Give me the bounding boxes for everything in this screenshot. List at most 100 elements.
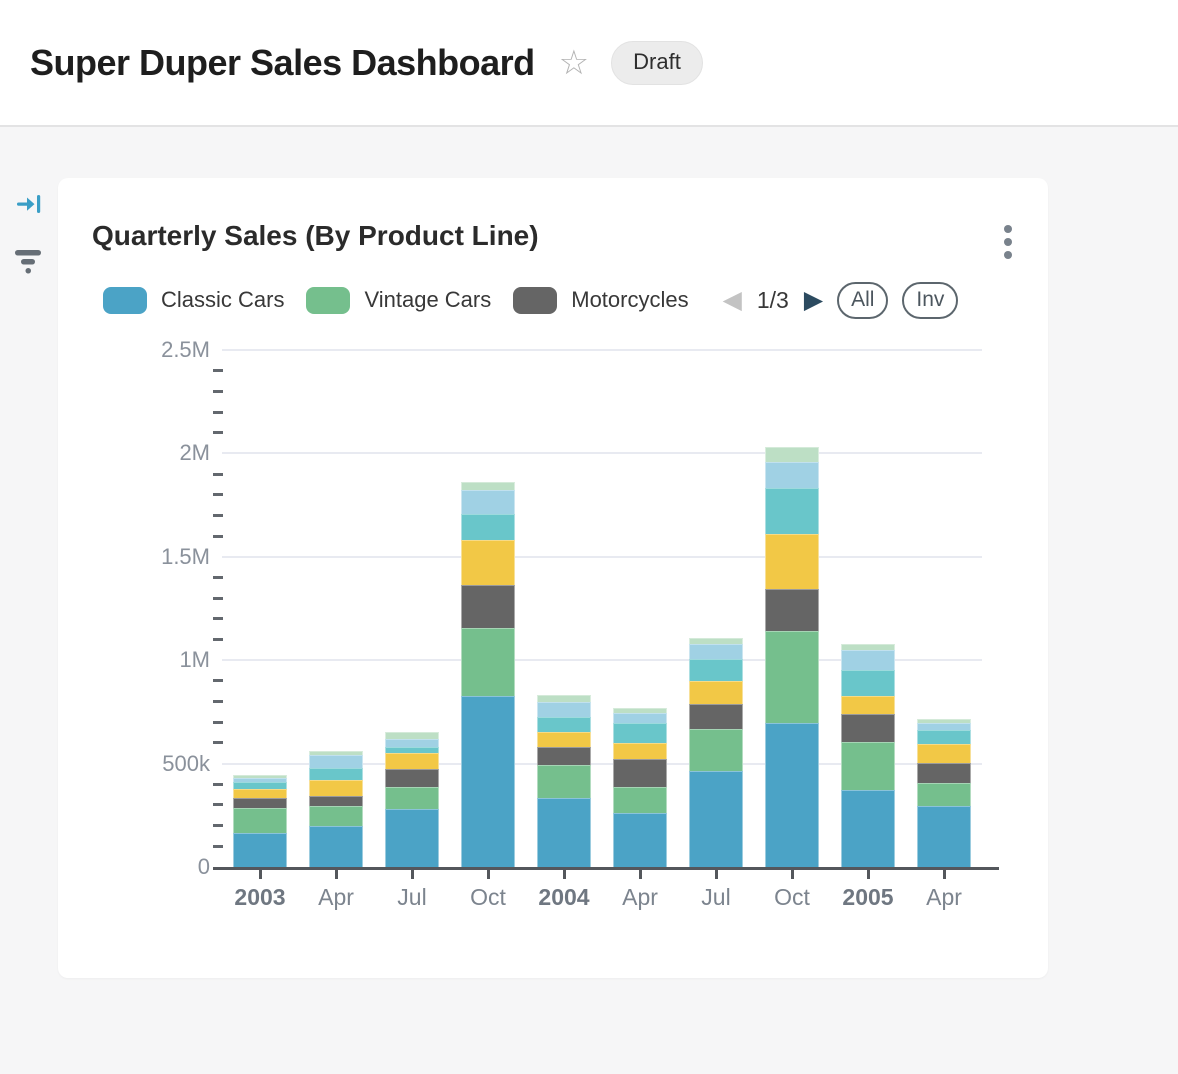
bar-segment[interactable] [309,767,363,781]
bar-segment[interactable] [385,732,439,740]
bar-segment[interactable] [917,729,971,744]
bar-segment[interactable] [613,708,667,714]
bar-segment[interactable] [613,813,667,867]
bar-segment[interactable] [841,695,895,715]
bar-segment[interactable] [537,716,591,732]
card-menu-kebab-icon[interactable] [992,222,1024,262]
bar-segment[interactable] [917,806,971,867]
bar-segment[interactable] [841,714,895,742]
bar-segment[interactable] [765,722,819,867]
x-axis-tick [334,870,338,879]
legend-item-motorcycles[interactable]: Motorcycles [513,286,689,314]
bar-segment[interactable] [765,534,819,590]
bar-segment[interactable] [765,488,819,535]
bar-segment[interactable] [461,584,515,628]
bar-segment[interactable] [841,644,895,651]
x-axis-tick [942,870,946,879]
bar-segment[interactable] [537,747,591,765]
bar-segment[interactable] [689,681,743,705]
legend-page-indicator: 1/3 [756,286,789,313]
bar-segment[interactable] [385,753,439,770]
bar-segment[interactable] [385,787,439,810]
bar-segment[interactable] [309,805,363,826]
x-axis-label: 2003 [234,884,286,910]
legend-swatch [513,286,558,314]
bar-segment[interactable] [233,808,287,833]
bar-segment[interactable] [461,540,515,585]
legend-item-vintage-cars[interactable]: Vintage Cars [306,286,491,314]
bar-segment[interactable] [309,825,363,867]
bar-segment[interactable] [385,747,439,754]
bar-segment[interactable] [537,731,591,748]
bar-segment[interactable] [233,775,287,779]
bar-segment[interactable] [537,798,591,867]
bar-segment[interactable] [841,790,895,867]
bar-segment[interactable] [917,782,971,807]
bar-segment[interactable] [765,630,819,723]
legend-next-icon[interactable]: ▶ [803,285,824,314]
bar-segment[interactable] [233,832,287,867]
y-axis-label: 1M [179,647,210,673]
bar-segment[interactable] [385,769,439,788]
bar-segment[interactable] [613,723,667,743]
y-axis-label: 0 [197,854,210,879]
bar-segment[interactable] [689,658,743,682]
bar-segment[interactable] [233,778,287,783]
stacked-bar-apr [309,751,363,867]
x-axis-tick [410,870,414,879]
filter-icon[interactable] [14,246,42,274]
bar-segment[interactable] [461,482,515,491]
bar-segment[interactable] [309,755,363,768]
bar-segment[interactable] [233,782,287,790]
gridline-500k [222,762,982,765]
bar-segment[interactable] [765,589,819,631]
bar-segment[interactable] [917,743,971,763]
bar-segment[interactable] [385,809,439,867]
bar-segment[interactable] [613,759,667,787]
bar-segment[interactable] [461,490,515,514]
y-axis-minor-tick [213,638,223,642]
legend-item-classic-cars[interactable]: Classic Cars [103,286,284,314]
legend-invert-button[interactable]: Inv [902,281,959,319]
bar-segment[interactable] [309,780,363,797]
legend-swatch [306,286,351,314]
stacked-bar-apr [917,718,971,867]
bar-segment[interactable] [309,751,363,756]
bar-segment[interactable] [917,718,971,723]
bar-segment[interactable] [765,447,819,462]
bar-segment[interactable] [689,771,743,867]
collapse-panel-icon[interactable] [15,190,43,218]
bar-segment[interactable] [689,729,743,772]
bar-segment[interactable] [841,741,895,791]
quarterly-sales-chart: 2.5M 2M 1.5M 1M 500k 0 2003 Apr Jul Oct 2004 Apr Jul… [58,178,1048,978]
legend-row: Classic Cars Vintage Cars Motorcycles ◀ 1/… [103,280,959,320]
y-axis-minor-tick [213,700,223,704]
bar-segment[interactable] [461,627,515,697]
bar-segment[interactable] [537,695,591,703]
bar-segment[interactable] [765,461,819,489]
bar-segment[interactable] [613,742,667,760]
bar-segment[interactable] [917,762,971,783]
y-axis-label: 2.5M [161,337,210,362]
legend-prev-icon[interactable]: ◀ [722,285,742,314]
bar-segment[interactable] [689,704,743,730]
bar-segment[interactable] [689,644,743,659]
bar-segment[interactable] [917,722,971,730]
bar-segment[interactable] [841,669,895,696]
bar-segment[interactable] [309,796,363,806]
bar-segment[interactable] [537,702,591,717]
bar-segment[interactable] [233,789,287,799]
x-axis-line [213,867,999,870]
bar-segment[interactable] [613,786,667,814]
favorite-star-icon[interactable]: ☆ [558,43,590,82]
bar-segment[interactable] [689,637,743,645]
bar-segment[interactable] [385,739,439,748]
legend-all-button[interactable]: All [837,281,889,319]
bar-segment[interactable] [461,696,515,867]
bar-segment[interactable] [613,713,667,724]
bar-segment[interactable] [537,764,591,799]
bar-segment[interactable] [841,650,895,670]
y-axis-minor-tick [213,803,223,807]
bar-segment[interactable] [233,798,287,809]
bar-segment[interactable] [461,514,515,541]
